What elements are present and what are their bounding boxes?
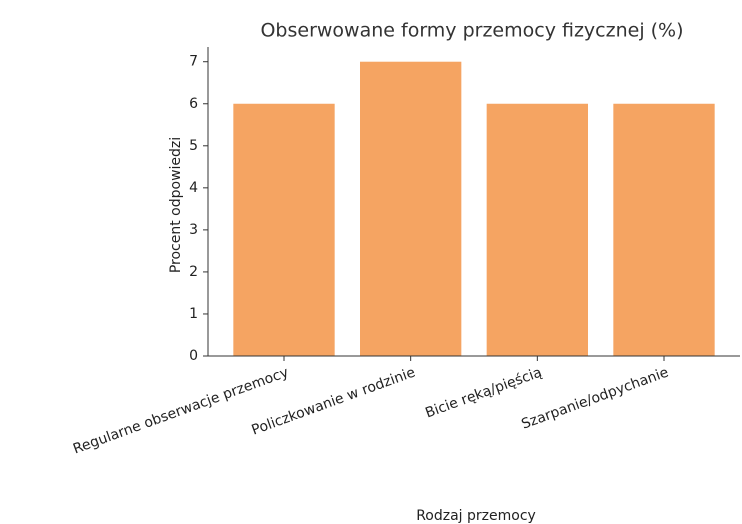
chart-title: Obserwowane formy przemocy fizycznej (%) — [260, 20, 683, 42]
y-tick-label: 3 — [189, 222, 198, 238]
bar — [486, 103, 588, 357]
y-tick-label: 5 — [189, 138, 198, 154]
y-tick-label: 7 — [189, 54, 198, 70]
y-tick-label: 0 — [189, 348, 198, 364]
y-tick-label: 1 — [189, 306, 198, 322]
y-axis-label: Procent odpowiedzi — [168, 137, 184, 273]
x-axis-label: Rodzaj przemocy — [416, 508, 536, 524]
y-tick-label: 2 — [189, 264, 198, 280]
y-tick-label: 4 — [189, 180, 198, 196]
y-tick-label: 6 — [189, 96, 198, 112]
bar — [360, 61, 462, 356]
bar — [613, 103, 715, 357]
bar — [233, 103, 335, 357]
x-tick-label: Regularne obserwacje przemocy — [71, 364, 291, 457]
x-tick-label: Bicie ręką/pięścią — [423, 364, 544, 421]
